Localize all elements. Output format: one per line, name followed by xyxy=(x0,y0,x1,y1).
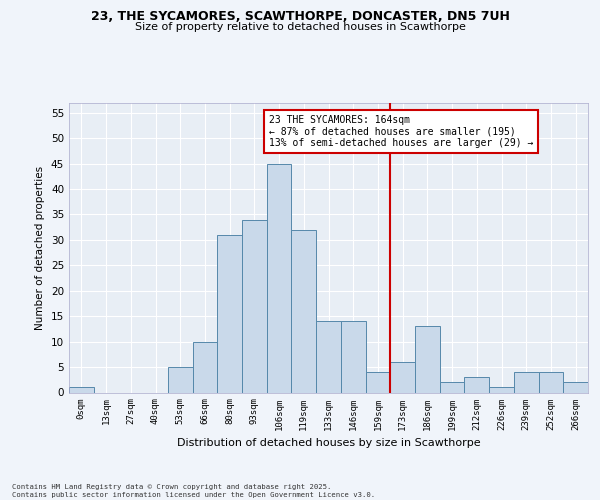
Bar xyxy=(539,372,563,392)
Bar xyxy=(242,220,267,392)
Text: 23, THE SYCAMORES, SCAWTHORPE, DONCASTER, DN5 7UH: 23, THE SYCAMORES, SCAWTHORPE, DONCASTER… xyxy=(91,10,509,23)
Text: Size of property relative to detached houses in Scawthorpe: Size of property relative to detached ho… xyxy=(134,22,466,32)
Bar xyxy=(563,382,588,392)
Bar xyxy=(316,322,341,392)
Bar xyxy=(341,322,365,392)
Bar xyxy=(489,388,514,392)
Bar xyxy=(217,235,242,392)
X-axis label: Distribution of detached houses by size in Scawthorpe: Distribution of detached houses by size … xyxy=(176,438,481,448)
Text: 23 THE SYCAMORES: 164sqm
← 87% of detached houses are smaller (195)
13% of semi-: 23 THE SYCAMORES: 164sqm ← 87% of detach… xyxy=(269,115,533,148)
Bar xyxy=(514,372,539,392)
Bar xyxy=(390,362,415,392)
Bar xyxy=(292,230,316,392)
Bar xyxy=(193,342,217,392)
Bar xyxy=(267,164,292,392)
Text: Contains HM Land Registry data © Crown copyright and database right 2025.
Contai: Contains HM Land Registry data © Crown c… xyxy=(12,484,375,498)
Bar xyxy=(168,367,193,392)
Bar xyxy=(440,382,464,392)
Bar xyxy=(464,377,489,392)
Y-axis label: Number of detached properties: Number of detached properties xyxy=(35,166,46,330)
Bar xyxy=(415,326,440,392)
Bar xyxy=(365,372,390,392)
Bar xyxy=(69,388,94,392)
